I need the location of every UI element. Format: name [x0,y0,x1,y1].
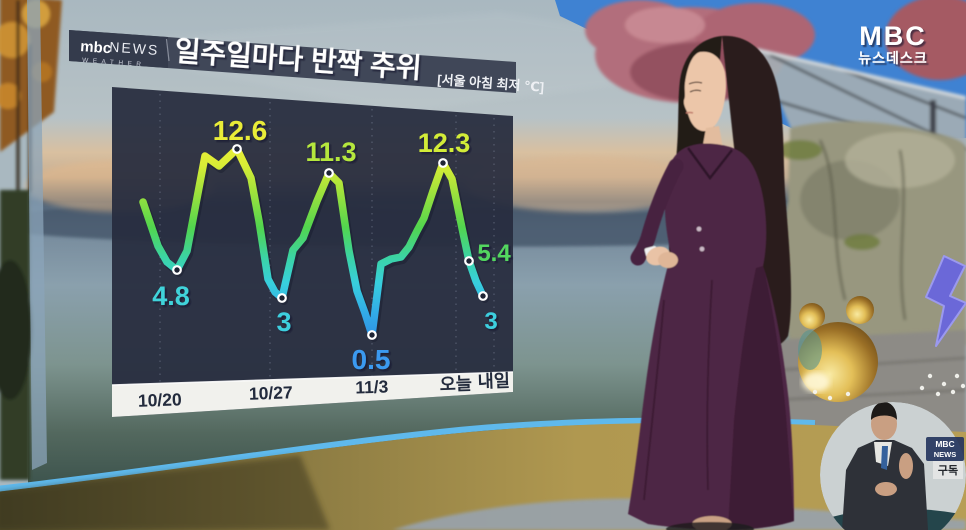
interpreter-tie [881,446,888,470]
logo-divider [165,38,170,62]
channel-logo-program: 뉴스데스크 [858,50,927,66]
value-label: 3 [484,308,497,335]
presenter-lips [685,111,694,114]
grass-shadow [0,455,330,530]
x-axis-labels: 10/20 10/27 11/3 오늘 내일 [138,371,511,411]
mbc-weather-logo-brand: mbc [80,38,112,57]
presenter-dress-shade [728,266,794,530]
presenter-arm [630,158,684,266]
x-tick-label: 내일 [477,371,510,392]
daisies [812,373,966,401]
channel-logo: MBC 뉴스데스크 [858,21,927,66]
value-label: 11.3 [305,137,356,167]
badge-news: NEWS [934,450,957,459]
video-wall-left-frame [27,0,47,470]
data-point-markers [172,144,488,340]
temperature-line [139,145,487,339]
x-tick-label: 오늘 [439,374,472,395]
value-label: 12.3 [418,128,471,158]
presenter-brow [688,81,703,85]
channel-logo-brand: MBC [859,21,927,51]
interpreter-hand [875,482,897,496]
badge-brand: MBC [935,439,954,449]
gridlines [159,94,495,383]
gold-figurine [798,296,878,402]
x-tick-label: 10/20 [138,389,183,410]
inset-badge: MBC NEWS 구독 [926,437,964,479]
blue-bolt-decoration [925,255,966,347]
value-label: 4.8 [152,281,190,311]
value-labels: 4.8 12.6 3 11.3 0.5 12.3 5.4 3 [152,115,511,375]
chart-panel [112,87,513,417]
presenter-shadow [666,522,754,530]
value-label: 5.4 [477,240,511,267]
x-tick-label: 11/3 [355,376,389,397]
subscribe-label: 구독 [938,464,958,477]
presenter-lapels [686,147,733,181]
title-banner [69,30,516,93]
subscribe-background [933,461,963,479]
presenter-face [683,51,727,132]
dawn-glow-right [465,156,705,212]
rock-formation [778,121,966,345]
presenter-hand [658,252,678,268]
sign-language-inset: MBC NEWS 구독 [820,402,966,530]
interpreter-hair [871,402,897,420]
value-label: 12.6 [213,115,268,146]
badge-background [926,437,964,461]
x-axis-band-highlight [111,371,514,386]
value-label: 3 [276,307,291,337]
dress-button [696,226,702,232]
value-label: 0.5 [352,344,391,375]
weather-presenter [628,35,794,530]
mbc-weather-logo-sub: WEATHER [82,57,146,69]
presenter-eye [689,89,702,93]
x-tick-label: 10/27 [249,382,293,403]
mbc-weather-logo-news: NEWS [109,39,160,59]
interpreter-palm [899,453,913,479]
weather-graphic: mbc NEWS WEATHER 일주일마다 반짝 추위 [서울 아침 최저 ℃… [69,30,545,417]
dress-button [699,246,705,252]
presenter-dress-folds [643,279,713,501]
logo-block [69,30,168,68]
x-axis-band [112,372,513,417]
